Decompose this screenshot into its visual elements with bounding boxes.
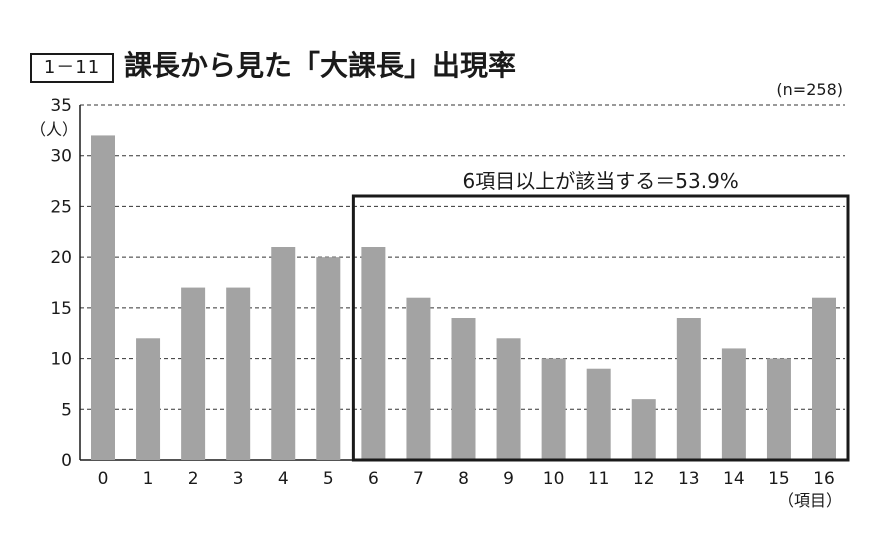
sample-size-note: (n=258) xyxy=(776,80,843,99)
bar xyxy=(541,358,566,460)
bar xyxy=(812,297,836,460)
bar xyxy=(316,257,341,460)
y-tick-label: 20 xyxy=(50,248,72,268)
x-tick-label: 2 xyxy=(188,469,199,489)
x-tick-label: 4 xyxy=(278,469,289,489)
x-tick-label: 14 xyxy=(723,469,745,489)
y-tick-label: 5 xyxy=(61,400,72,420)
y-axis-unit: （人） xyxy=(30,120,78,139)
bar xyxy=(451,318,476,460)
x-tick-label: 1 xyxy=(143,469,154,489)
y-tick-label: 30 xyxy=(50,147,72,167)
bar xyxy=(721,348,746,460)
x-tick-label: 8 xyxy=(458,469,469,489)
bar xyxy=(406,297,431,460)
bar xyxy=(181,287,206,460)
x-tick-label: 0 xyxy=(98,469,109,489)
chart-title: 課長から見た「大課長」出現率 xyxy=(124,49,517,82)
x-tick-label: 13 xyxy=(678,469,700,489)
bar xyxy=(631,399,656,460)
x-tick-label: 3 xyxy=(233,469,244,489)
y-tick-label: 35 xyxy=(50,96,72,116)
bar xyxy=(496,338,521,460)
bar xyxy=(361,247,386,460)
figure-number: 1－11 xyxy=(30,53,114,83)
y-tick-label: 25 xyxy=(50,197,72,217)
x-tick-label: 6 xyxy=(368,469,379,489)
x-tick-label: 7 xyxy=(413,469,424,489)
bar xyxy=(271,247,296,460)
x-tick-label: 16 xyxy=(813,469,835,489)
y-tick-label: 0 xyxy=(61,451,72,471)
bar xyxy=(226,287,251,460)
x-tick-label: 5 xyxy=(323,469,334,489)
x-tick-label: 15 xyxy=(768,469,790,489)
x-tick-label: 9 xyxy=(503,469,514,489)
bar xyxy=(676,318,701,460)
highlight-label: 6項目以上が該当する＝53.9% xyxy=(463,169,739,193)
x-tick-label: 12 xyxy=(633,469,655,489)
highlight-box xyxy=(351,194,850,462)
bar xyxy=(136,338,161,460)
x-tick-label: 11 xyxy=(588,469,610,489)
x-tick-label: 10 xyxy=(543,469,565,489)
bar xyxy=(586,368,611,460)
y-tick-label: 15 xyxy=(50,299,72,319)
bar xyxy=(91,135,115,460)
y-tick-label: 10 xyxy=(50,350,72,370)
bar xyxy=(766,358,791,460)
x-axis-unit: （項目） xyxy=(778,491,842,510)
